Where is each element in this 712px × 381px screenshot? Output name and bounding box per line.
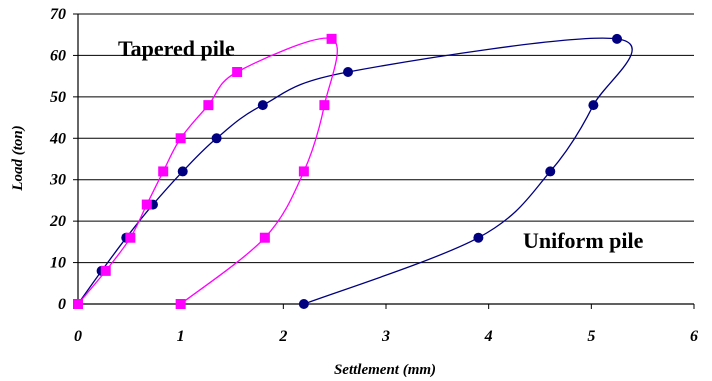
x-tick-label: 6 — [690, 328, 698, 345]
tapered-pile-annotation: Tapered pile — [118, 36, 235, 61]
uniform-pile-point — [612, 33, 622, 44]
x-tick-label: 5 — [587, 328, 595, 345]
uniform-pile-point — [343, 67, 354, 77]
tapered-pile-point — [203, 100, 214, 111]
x-tick-label: 0 — [74, 328, 82, 345]
x-axis-title: Settlement (mm) — [334, 362, 436, 378]
y-tick-label: 30 — [49, 172, 66, 189]
x-tick-label: 1 — [177, 328, 185, 345]
y-tick-label: 20 — [49, 213, 66, 230]
y-tick-label: 10 — [50, 255, 66, 272]
tapered-pile-point — [158, 166, 169, 177]
x-tick-label: 2 — [278, 328, 287, 345]
tick-labels: 0 10 20 30 40 50 60 70 0 1 2 3 4 5 6 — [49, 6, 698, 345]
uniform-pile-point — [211, 133, 222, 144]
y-tick-label: 40 — [49, 130, 66, 147]
uniform-pile-point — [473, 232, 484, 243]
y-tick-label: 0 — [58, 296, 66, 313]
x-tick-label: 4 — [484, 328, 493, 345]
tapered-pile-point — [298, 166, 309, 177]
tapered-pile-point — [73, 299, 83, 309]
tapered-pile-point — [141, 199, 152, 210]
uniform-pile-point — [298, 299, 309, 309]
tapered-pile-point — [259, 232, 270, 243]
uniform-pile-point — [588, 100, 599, 111]
y-axis-title: Load (ton) — [10, 125, 26, 191]
tapered-pile-point — [125, 232, 136, 243]
uniform-pile-point — [257, 100, 268, 111]
uniform-pile-point — [177, 166, 188, 177]
tapered-pile-point — [175, 299, 186, 309]
uniform-pile-annotation: Uniform pile — [523, 228, 644, 253]
series — [73, 33, 633, 309]
tapered-pile-point — [175, 133, 186, 144]
uniform-pile-point — [545, 166, 556, 177]
tapered-pile-point — [100, 265, 111, 276]
x-tick-label: 3 — [381, 328, 390, 345]
y-tick-label: 60 — [50, 47, 66, 64]
tapered-pile-line — [77, 37, 338, 305]
tapered-pile-point — [326, 33, 337, 44]
tapered-pile-point — [319, 100, 330, 111]
y-tick-label: 70 — [50, 6, 66, 23]
tapered-pile-point — [232, 67, 243, 77]
y-tick-label: 50 — [50, 89, 66, 106]
